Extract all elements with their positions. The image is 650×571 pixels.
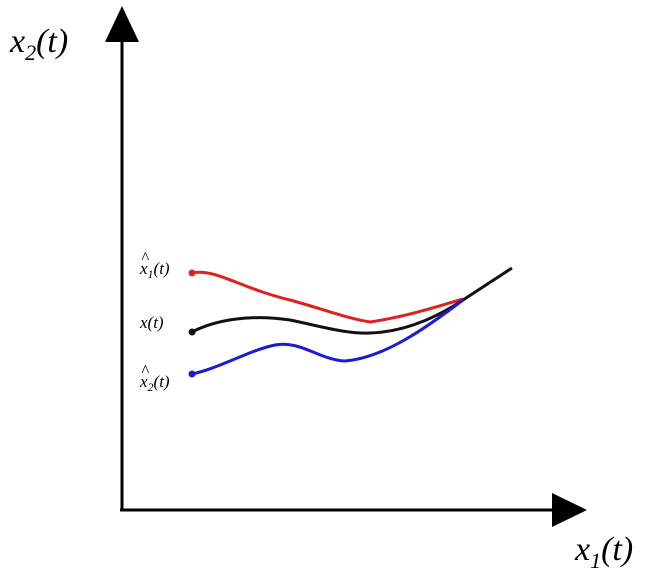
- true-state-curve: [191, 266, 513, 335]
- estimate-2-label: x2(t): [139, 372, 170, 394]
- x-axis-label: x1(t): [574, 531, 633, 571]
- estimate-1-curve: [191, 270, 464, 324]
- estimate-2-start-point: [188, 370, 196, 378]
- true-state-label: x(t): [139, 313, 164, 332]
- y-axis-arrowhead: [105, 6, 139, 42]
- x-axis-arrowhead: [552, 493, 587, 527]
- y-axis-label: x2(t): [9, 23, 68, 65]
- estimate-1-label: x1(t): [139, 259, 170, 281]
- estimate-1-start-point: [188, 269, 196, 277]
- true-state-start-point: [188, 328, 196, 336]
- estimate-1-hat: ^: [141, 248, 150, 267]
- estimate-2-hat: ^: [141, 361, 150, 380]
- estimate-2-curve: [191, 298, 464, 376]
